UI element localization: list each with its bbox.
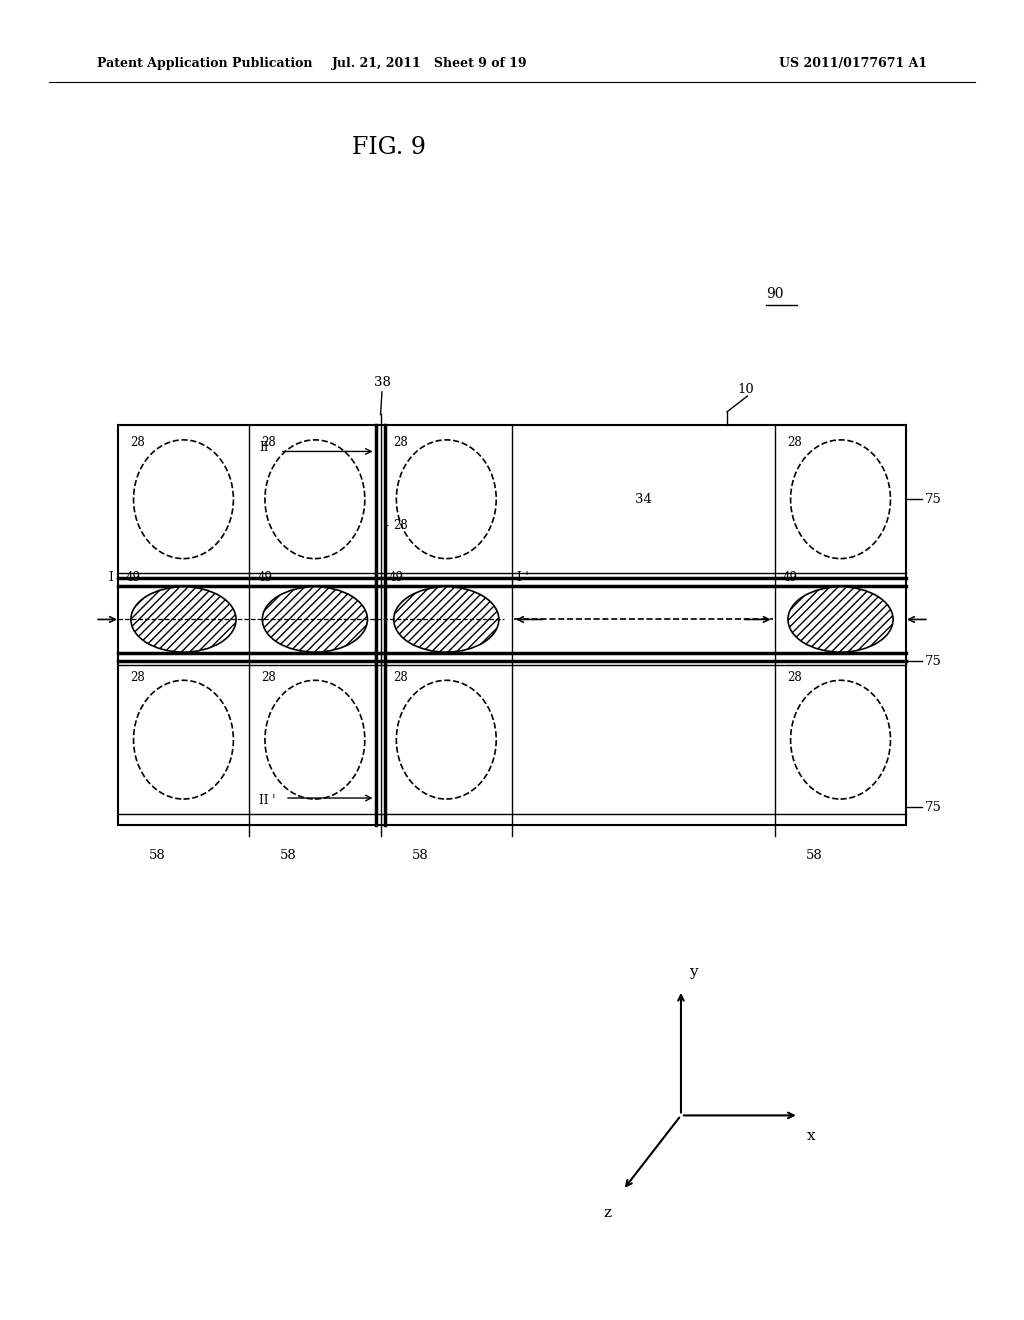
Text: x: x [807,1129,815,1143]
Text: Patent Application Publication: Patent Application Publication [97,57,312,70]
Text: 49: 49 [126,572,141,585]
Text: 28: 28 [787,436,802,449]
Text: 28: 28 [261,671,276,684]
Text: 34: 34 [635,492,652,506]
Ellipse shape [393,587,499,652]
Text: FIG. 9: FIG. 9 [352,136,426,160]
Text: 49: 49 [389,572,403,585]
Text: I: I [108,572,113,585]
Text: 10: 10 [737,383,754,396]
Text: 75: 75 [925,801,941,813]
Text: 58: 58 [412,849,428,862]
Text: y: y [689,965,697,979]
Text: 58: 58 [806,849,822,862]
Text: 28: 28 [130,436,144,449]
Text: II ': II ' [259,795,275,808]
Text: z: z [604,1206,611,1220]
Text: 58: 58 [148,849,166,862]
Ellipse shape [787,587,893,652]
Ellipse shape [262,587,368,652]
Text: 28: 28 [787,671,802,684]
Text: 28: 28 [393,671,408,684]
Text: 28: 28 [393,436,408,449]
Text: 49: 49 [783,572,798,585]
Text: I ': I ' [517,572,528,585]
Text: 28: 28 [130,671,144,684]
Text: 28: 28 [393,519,408,532]
Text: Jul. 21, 2011   Sheet 9 of 19: Jul. 21, 2011 Sheet 9 of 19 [332,57,528,70]
Text: 58: 58 [281,849,297,862]
Bar [118,425,906,825]
Text: 49: 49 [257,572,272,585]
Ellipse shape [131,587,236,652]
Text: 90: 90 [766,286,783,301]
Text: 38: 38 [374,376,390,389]
Text: US 2011/0177671 A1: US 2011/0177671 A1 [778,57,927,70]
Text: 75: 75 [925,655,941,668]
Text: II: II [259,441,269,454]
Text: 28: 28 [261,436,276,449]
Text: 75: 75 [925,492,941,506]
